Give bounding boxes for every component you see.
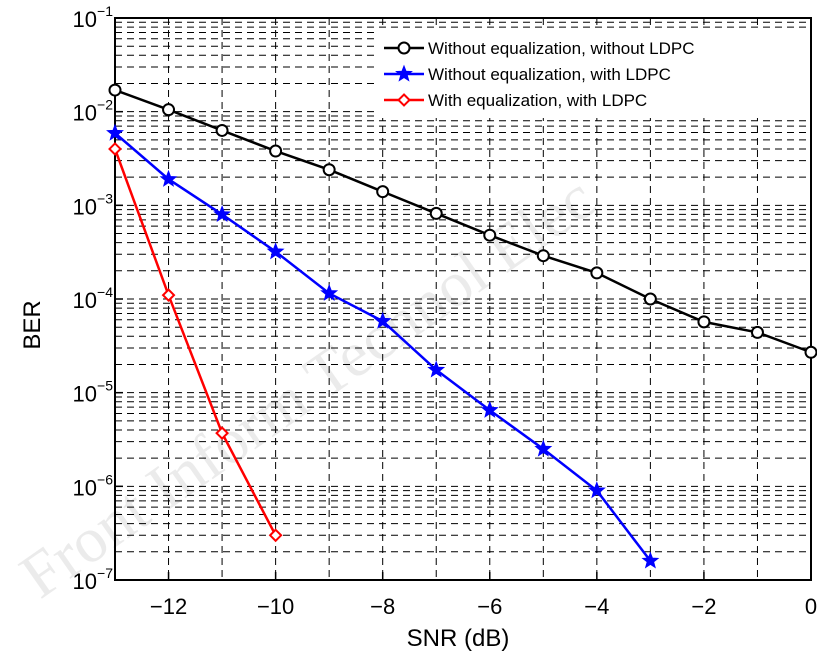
- data-point: [266, 242, 285, 260]
- x-tick-label: 0: [805, 594, 817, 619]
- x-tick-label: −8: [370, 594, 395, 619]
- data-point: [161, 288, 176, 303]
- data-point: [480, 400, 499, 418]
- x-tick-label: −2: [691, 594, 716, 619]
- data-point: [697, 315, 711, 329]
- y-tick-label: 10−5: [73, 378, 114, 407]
- data-point: [215, 426, 229, 441]
- data-point: [213, 204, 232, 223]
- x-tick-label: −12: [150, 594, 187, 619]
- data-point: [159, 169, 178, 187]
- legend-swatch-marker: [397, 93, 411, 107]
- data-point: [376, 185, 390, 199]
- data-point: [483, 228, 497, 242]
- y-tick-label: 10−4: [73, 284, 114, 313]
- y-tick-label: 10−6: [73, 471, 114, 500]
- series-line: [114, 88, 812, 354]
- y-axis-label: BER: [19, 300, 46, 349]
- data-point: [587, 481, 606, 499]
- x-axis-ticks: −12 −10 −8 −6 −4 −2 0: [150, 572, 817, 619]
- data-point: [641, 551, 660, 569]
- data-point: [322, 163, 336, 177]
- data-point: [215, 123, 229, 137]
- data-point: [429, 206, 443, 220]
- y-tick-label: 10−3: [73, 190, 114, 219]
- data-point: [162, 103, 176, 117]
- legend-label: Without equalization, without LDPC: [428, 39, 694, 58]
- plot-frame: [114, 17, 812, 581]
- x-axis-label: SNR (dB): [407, 625, 510, 652]
- series-2: [106, 123, 660, 569]
- data-point: [268, 528, 283, 543]
- data-point: [804, 345, 817, 359]
- legend: Without equalization, without LDPC Withou…: [378, 30, 810, 118]
- grid: [114, 18, 812, 580]
- data-point: [373, 311, 392, 329]
- legend-swatch-marker: [395, 64, 413, 82]
- data-point: [269, 144, 283, 158]
- series-3: [108, 142, 283, 543]
- y-tick-label: 10−7: [73, 565, 114, 594]
- data-point: [427, 360, 446, 378]
- legend-swatch-marker: [397, 41, 411, 55]
- legend-label: Without equalization, with LDPC: [428, 65, 671, 84]
- data-point: [320, 283, 339, 301]
- data-point: [534, 439, 553, 457]
- data-point: [108, 142, 122, 156]
- x-tick-label: −6: [477, 594, 502, 619]
- data-point: [108, 83, 122, 97]
- x-tick-label: −4: [584, 594, 609, 619]
- legend-label: With equalization, with LDPC: [428, 91, 647, 110]
- series-layer: [106, 83, 817, 569]
- x-tick-label: −10: [257, 594, 294, 619]
- legend-box: [378, 30, 810, 118]
- series-line: [113, 148, 277, 536]
- data-point: [590, 266, 604, 280]
- data-point: [536, 249, 550, 263]
- series-1: [108, 83, 817, 359]
- y-tick-label: 10−1: [73, 3, 114, 32]
- y-tick-label: 10−2: [73, 97, 114, 126]
- data-point: [643, 292, 657, 306]
- data-point: [106, 123, 124, 141]
- data-point: [750, 325, 764, 339]
